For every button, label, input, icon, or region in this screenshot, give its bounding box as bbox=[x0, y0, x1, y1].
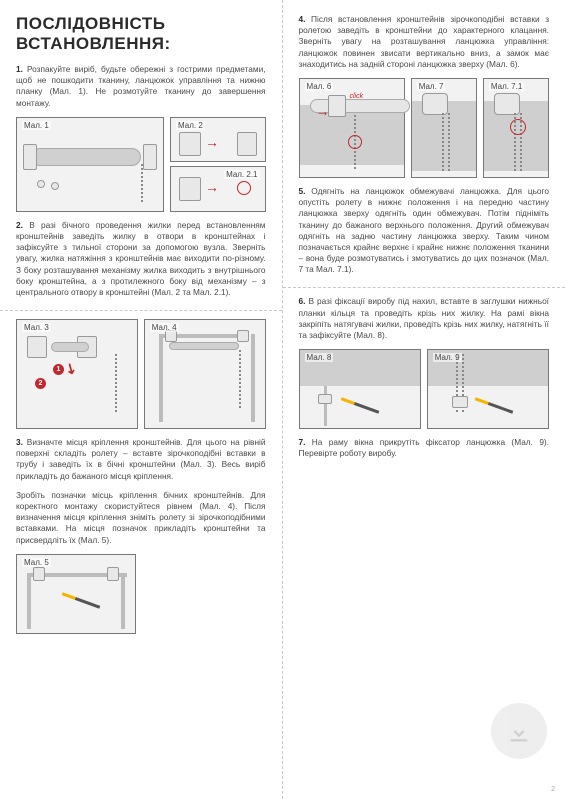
step-1-text: 1. Розпакуйте виріб, будьте обережні з г… bbox=[16, 64, 266, 109]
figure-2: Мал. 2 → bbox=[170, 117, 265, 163]
step-3b-text: Зробіть позначки місць кріплення бічних … bbox=[16, 490, 266, 546]
step-4-text: 4. Після встановлення кронштейнів зірочк… bbox=[299, 14, 550, 70]
figure-9-label: Мал. 9 bbox=[433, 353, 462, 362]
figure-9: Мал. 9 bbox=[427, 349, 549, 429]
step-4-body: Після встановлення кронштейнів зірочкопо… bbox=[299, 14, 550, 69]
figure-1: Мал. 1 bbox=[16, 117, 164, 212]
figure-7-1: Мал. 7.1 bbox=[483, 78, 549, 178]
step-3a-text: 3. Визначте місця кріплення кронштейнів.… bbox=[16, 437, 266, 482]
figure-5-label: Мал. 5 bbox=[22, 558, 51, 567]
figure-4: Мал. 4 bbox=[144, 319, 266, 429]
figure-7-1-label: Мал. 7.1 bbox=[489, 82, 524, 91]
figure-6-label: Мал. 6 bbox=[305, 82, 334, 91]
figure-3: Мал. 3 1 2 ↘ bbox=[16, 319, 138, 429]
right-column: 4. Після встановлення кронштейнів зірочк… bbox=[283, 0, 565, 799]
figrow-1-2: Мал. 1 Мал. 2 → Мал. 2.1 → bbox=[16, 117, 266, 212]
page-number: 2 bbox=[551, 786, 555, 793]
step-5-body: Одягніть на ланцюжок обмежувачі ланцюжка… bbox=[299, 186, 550, 274]
watermark-icon bbox=[491, 703, 547, 759]
figure-3-label: Мал. 3 bbox=[22, 323, 51, 332]
figure-8-label: Мал. 8 bbox=[305, 353, 334, 362]
step-7-text: 7. На раму вікна прикрутіть фіксатор лан… bbox=[299, 437, 550, 459]
step-6-text: 6. В разі фіксації виробу під нахил, вст… bbox=[299, 296, 550, 341]
page-root: ПОСЛІДОВНІСТЬ ВСТАНОВЛЕННЯ: 1. Розпакуйт… bbox=[0, 0, 565, 799]
left-column: ПОСЛІДОВНІСТЬ ВСТАНОВЛЕННЯ: 1. Розпакуйт… bbox=[0, 0, 283, 799]
figrow-3-4: Мал. 3 1 2 ↘ Мал. 4 bbox=[16, 319, 266, 429]
figure-5: Мал. 5 bbox=[16, 554, 136, 634]
figure-2-1: Мал. 2.1 → bbox=[170, 166, 265, 212]
figure-1-label: Мал. 1 bbox=[22, 121, 51, 130]
figure-2-label: Мал. 2 bbox=[176, 121, 205, 130]
figure-2-1-label: Мал. 2.1 bbox=[224, 170, 259, 179]
figure-4-label: Мал. 4 bbox=[150, 323, 179, 332]
step-1-body: Розпакуйте виріб, будьте обережні з гост… bbox=[16, 64, 266, 108]
figure-7: Мал. 7 bbox=[411, 78, 477, 178]
figrow-8-9: Мал. 8 Мал. 9 bbox=[299, 349, 550, 429]
divider-right bbox=[283, 287, 565, 288]
page-title: ПОСЛІДОВНІСТЬ ВСТАНОВЛЕННЯ: bbox=[16, 14, 266, 54]
figure-6: Мал. 6 → click bbox=[299, 78, 405, 178]
step-5-text: 5. Одягніть на ланцюжок обмежувачі ланцю… bbox=[299, 186, 550, 276]
figrow-5: Мал. 5 bbox=[16, 554, 266, 634]
divider-left bbox=[0, 310, 282, 311]
step-2-text: 2. В разі бічного проведення жилки перед… bbox=[16, 220, 266, 298]
figure-7-label: Мал. 7 bbox=[417, 82, 446, 91]
step-7-body: На раму вікна прикрутіть фіксатор ланцюж… bbox=[299, 437, 550, 458]
figrow-6-7: Мал. 6 → click Мал. 7 Мал. 7.1 bbox=[299, 78, 550, 178]
figure-8: Мал. 8 bbox=[299, 349, 421, 429]
step-2-body: В разі бічного проведення жилки перед вс… bbox=[16, 220, 266, 297]
click-label: click bbox=[350, 93, 364, 100]
step-3a-body: Визначте місця кріплення кронштейнів. Дл… bbox=[16, 437, 266, 481]
step-6-body: В разі фіксації виробу під нахил, вставт… bbox=[299, 296, 550, 340]
